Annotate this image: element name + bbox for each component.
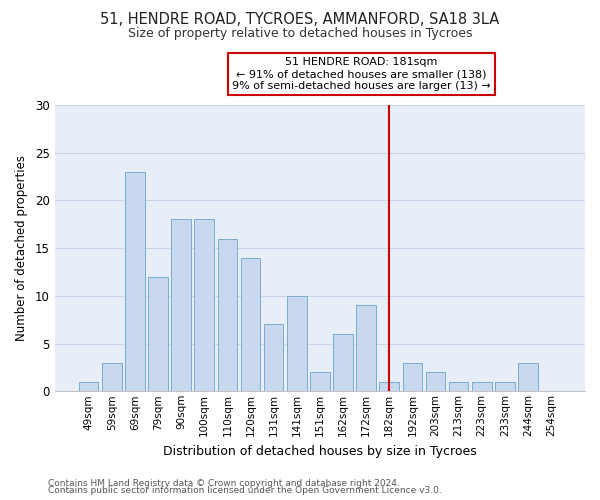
Bar [403, 362, 422, 392]
Bar [518, 362, 538, 392]
Bar [356, 306, 376, 392]
Bar [148, 276, 168, 392]
Bar [102, 362, 122, 392]
Bar [171, 220, 191, 392]
Bar [79, 382, 98, 392]
Bar [194, 220, 214, 392]
Bar [310, 372, 329, 392]
Bar [241, 258, 260, 392]
Text: 51, HENDRE ROAD, TYCROES, AMMANFORD, SA18 3LA: 51, HENDRE ROAD, TYCROES, AMMANFORD, SA1… [100, 12, 500, 28]
Bar [264, 324, 283, 392]
Bar [449, 382, 469, 392]
Text: Size of property relative to detached houses in Tycroes: Size of property relative to detached ho… [128, 28, 472, 40]
Bar [287, 296, 307, 392]
Bar [333, 334, 353, 392]
Bar [125, 172, 145, 392]
Bar [425, 372, 445, 392]
Bar [218, 238, 237, 392]
Bar [379, 382, 399, 392]
X-axis label: Distribution of detached houses by size in Tycroes: Distribution of detached houses by size … [163, 444, 477, 458]
Text: Contains public sector information licensed under the Open Government Licence v3: Contains public sector information licen… [48, 486, 442, 495]
Y-axis label: Number of detached properties: Number of detached properties [15, 155, 28, 341]
Text: 51 HENDRE ROAD: 181sqm
← 91% of detached houses are smaller (138)
9% of semi-det: 51 HENDRE ROAD: 181sqm ← 91% of detached… [232, 58, 491, 90]
Text: Contains HM Land Registry data © Crown copyright and database right 2024.: Contains HM Land Registry data © Crown c… [48, 478, 400, 488]
Bar [495, 382, 515, 392]
Bar [472, 382, 491, 392]
